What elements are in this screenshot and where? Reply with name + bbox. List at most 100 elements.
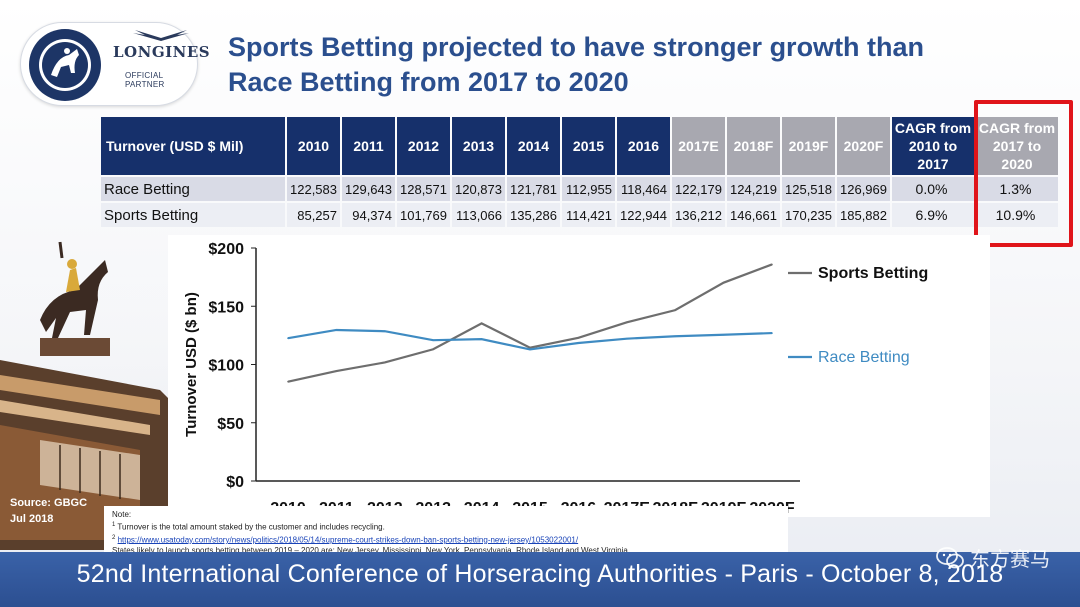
table-cell: 146,661 <box>727 203 780 227</box>
y-tick-label: $0 <box>226 474 244 491</box>
table-row-race-betting: Race Betting 122,583 129,643 128,571 120… <box>101 177 1058 201</box>
note-source-link[interactable]: https://www.usatoday.com/story/news/poli… <box>117 535 579 545</box>
header-cagr-2017-2020: CAGR from 2017 to 2020 <box>976 117 1058 175</box>
longines-logo-text: LONGINES <box>113 43 211 61</box>
header-year-2018f: 2018F <box>727 117 780 175</box>
table-cell: 122,944 <box>617 203 670 227</box>
watermark: 东方赛马 <box>936 543 1050 572</box>
table-row-sports-betting: Sports Betting 85,257 94,374 101,769 113… <box>101 203 1058 227</box>
footer-bar <box>0 552 1080 607</box>
note-line-2: 2 https://www.usatoday.com/story/news/po… <box>112 534 579 545</box>
cagr2-line-1: CAGR from <box>978 120 1056 136</box>
cagr2-cell: 10.9% <box>976 203 1058 227</box>
note-line-3: States likely to launch sports betting b… <box>112 546 628 556</box>
table-cell: 185,882 <box>837 203 890 227</box>
table-cell: 128,571 <box>397 177 450 201</box>
title-line-1: Sports Betting projected to have stronge… <box>228 32 925 62</box>
data-point <box>626 321 628 324</box>
y-tick-label: $200 <box>208 241 244 258</box>
table-cell: 121,781 <box>507 177 560 201</box>
table-cell: 122,583 <box>287 177 340 201</box>
note-line-1-text: Turnover is the total amount staked by t… <box>117 522 385 532</box>
data-point <box>771 332 773 334</box>
y-axis-title: Turnover USD ($ bn) <box>183 292 200 437</box>
data-point <box>335 329 338 331</box>
wechat-icon <box>936 546 964 568</box>
y-tick-labels: $0 $50 $100 $150 $200 <box>208 241 256 491</box>
table-header-row: Turnover (USD $ Mil) 2010 2011 2012 2013… <box>101 117 1058 175</box>
header-year-2020f: 2020F <box>837 117 890 175</box>
cagr1-cell: 0.0% <box>892 177 974 201</box>
logo-badge: LONGINES OFFICIAL PARTNER <box>20 22 210 106</box>
data-point <box>384 330 386 333</box>
line-chart: Turnover USD ($ bn) $0$50$100$150$200 20… <box>183 241 928 517</box>
data-point <box>287 380 289 383</box>
cagr1-cell: 6.9% <box>892 203 974 227</box>
watermark-text: 东方赛马 <box>970 547 1050 571</box>
y-tick-label: $100 <box>208 358 244 375</box>
legend-label: Race Betting <box>818 349 910 366</box>
header-year-2016: 2016 <box>617 117 670 175</box>
series-lines <box>287 263 773 383</box>
header-turnover-label: Turnover (USD $ Mil) <box>101 117 285 175</box>
data-point <box>722 333 725 336</box>
y-tick-label: $50 <box>217 416 244 433</box>
data-point <box>626 337 628 340</box>
note-heading: Note: <box>112 510 132 519</box>
chart-legend: Sports Betting Race Betting <box>788 265 928 366</box>
table-cell: 122,179 <box>672 177 725 201</box>
footer-conference-text: 52nd International Conference of Horsera… <box>76 560 1004 588</box>
data-point <box>432 339 435 341</box>
cagr1-line-3: 2017 <box>917 156 949 172</box>
header-cagr-2010-2017: CAGR from 2010 to 2017 <box>892 117 974 175</box>
cagr1-line-1: CAGR from <box>894 120 972 136</box>
data-point <box>771 263 773 266</box>
source-line-1: Source: GBGC <box>10 497 88 509</box>
legend-label: Sports Betting <box>818 265 928 282</box>
header-year-2013: 2013 <box>452 117 505 175</box>
table-cell: 112,955 <box>562 177 615 201</box>
data-point <box>674 335 676 338</box>
cagr2-line-2: 2017 to <box>992 138 1042 154</box>
table-cell: 118,464 <box>617 177 670 201</box>
official-partner-text: OFFICIAL PARTNER <box>125 71 165 89</box>
header-year-2010: 2010 <box>287 117 340 175</box>
data-point <box>480 322 483 325</box>
note-line-1: 1 Turnover is the total amount staked by… <box>112 522 385 532</box>
source-note: Source: GBGC Jul 2018 <box>10 495 87 527</box>
turnover-table: Turnover (USD $ Mil) 2010 2011 2012 2013… <box>99 115 1060 229</box>
cagr1-line-2: 2010 to <box>908 138 958 154</box>
header-year-2017e: 2017E <box>672 117 725 175</box>
data-point <box>480 338 483 340</box>
data-point <box>529 348 531 351</box>
table-cell: 113,066 <box>452 203 505 227</box>
ifha-seal-icon <box>29 29 101 101</box>
header-year-2012: 2012 <box>397 117 450 175</box>
cagr2-line-3: 2020 <box>1001 156 1033 172</box>
table-cell: 129,643 <box>342 177 395 201</box>
data-point <box>577 342 580 344</box>
series-line-sports-betting <box>287 263 773 383</box>
data-point <box>674 309 676 311</box>
chart-panel: Turnover USD ($ bn) $0$50$100$150$200 20… <box>168 235 990 517</box>
data-point <box>287 337 289 339</box>
table-cell: 94,374 <box>342 203 395 227</box>
table-cell: 170,235 <box>782 203 835 227</box>
header-year-2014: 2014 <box>507 117 560 175</box>
data-point <box>529 346 531 349</box>
table-cell: 114,421 <box>562 203 615 227</box>
table-cell: 136,212 <box>672 203 725 227</box>
data-point <box>384 361 386 364</box>
row-label: Race Betting <box>101 177 285 201</box>
slide-title: Sports Betting projected to have stronge… <box>228 30 1048 100</box>
data-point <box>577 336 580 339</box>
header-year-2011: 2011 <box>342 117 395 175</box>
data-point <box>335 370 338 372</box>
header-year-2015: 2015 <box>562 117 615 175</box>
table-cell: 126,969 <box>837 177 890 201</box>
y-tick-label: $150 <box>208 299 244 316</box>
table-cell: 124,219 <box>727 177 780 201</box>
cagr-highlight-box <box>974 100 1073 247</box>
source-line-2: Jul 2018 <box>10 513 54 525</box>
cagr2-cell: 1.3% <box>976 177 1058 201</box>
